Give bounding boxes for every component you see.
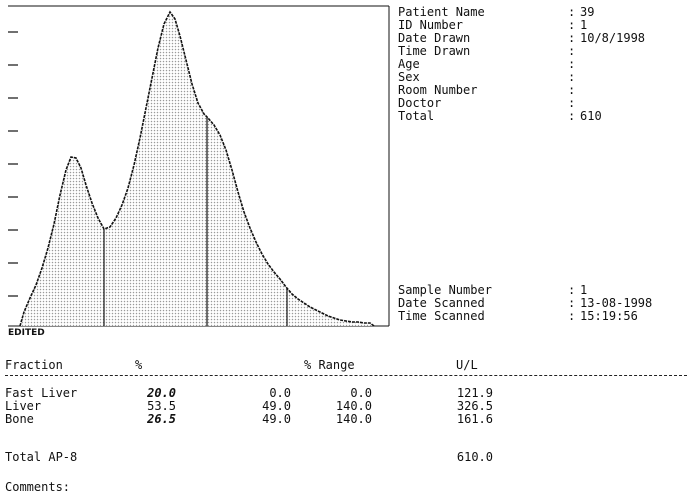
fraction-units: 121.9: [456, 386, 493, 400]
col-header-percent: %: [135, 358, 143, 372]
trace-area: [20, 12, 374, 326]
range-low: 49.0: [262, 412, 291, 426]
info-colon: :: [568, 44, 576, 58]
info-colon: :: [568, 83, 576, 97]
info-value: 10/8/1998: [580, 31, 646, 45]
range-low: 0.0: [269, 386, 291, 400]
info-value: 13-08-1998: [580, 296, 653, 310]
fraction-name: Liver: [5, 399, 42, 413]
info-label: Time Drawn: [398, 44, 471, 58]
info-label: Sex: [398, 70, 420, 84]
info-value: 610: [580, 109, 602, 123]
fraction-percent: 20.0: [147, 386, 176, 400]
range-low: 49.0: [262, 399, 291, 413]
comments-label: Comments:: [5, 480, 71, 494]
info-value: 15:19:56: [580, 309, 638, 323]
fraction-percent: 53.5: [147, 399, 176, 413]
info-label: Doctor: [398, 96, 442, 110]
range-high: 140.0: [335, 399, 372, 413]
fraction-name: Bone: [5, 412, 34, 426]
info-colon: :: [568, 18, 576, 32]
info-colon: :: [568, 5, 576, 19]
info-colon: :: [568, 70, 576, 84]
info-colon: :: [568, 309, 576, 323]
col-header-fraction: Fraction: [5, 358, 63, 372]
info-colon: :: [568, 96, 576, 110]
info-colon: :: [568, 57, 576, 71]
info-label: Sample Number: [398, 283, 492, 297]
info-label: ID Number: [398, 18, 464, 32]
fraction-units: 161.6: [456, 412, 493, 426]
info-colon: :: [568, 31, 576, 45]
info-label: Patient Name: [398, 5, 485, 19]
fraction-name: Fast Liver: [5, 386, 78, 400]
info-value: 1: [580, 18, 588, 32]
col-header-units: U/L: [456, 358, 478, 372]
info-colon: :: [568, 109, 576, 123]
info-value: 39: [580, 5, 595, 19]
trace-line: [19, 10, 375, 327]
info-label: Room Number: [398, 83, 478, 97]
info-label: Time Scanned: [398, 309, 485, 323]
electrophoresis-trace: [8, 5, 390, 327]
fraction-percent: 26.5: [147, 412, 176, 426]
chart-tag: EDITED: [8, 328, 45, 338]
info-label: Date Drawn: [398, 31, 471, 45]
info-colon: :: [568, 283, 576, 297]
col-header-range: % Range: [304, 358, 355, 372]
y-ticks: [8, 31, 18, 297]
header-divider: [5, 375, 687, 376]
info-colon: :: [568, 296, 576, 310]
total-value: 610.0: [456, 450, 493, 464]
info-label: Date Scanned: [398, 296, 485, 310]
info-value: 1: [580, 283, 588, 297]
total-label: Total AP-8: [5, 450, 78, 464]
info-label: Age: [398, 57, 420, 71]
range-high: 140.0: [335, 412, 372, 426]
fraction-units: 326.5: [456, 399, 493, 413]
info-label: Total: [398, 109, 435, 123]
range-high: 0.0: [350, 386, 372, 400]
